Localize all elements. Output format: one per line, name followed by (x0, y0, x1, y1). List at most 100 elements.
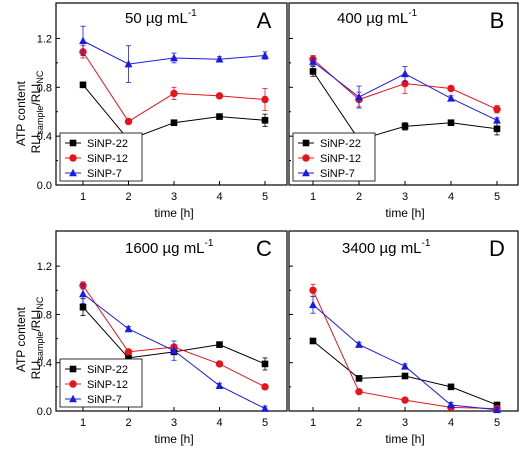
y-axis-label-slash: /RLI (29, 84, 43, 106)
data-point (79, 81, 87, 89)
series-line (312, 290, 498, 410)
concentration-label: 1600 µg mL-1 (125, 238, 214, 257)
data-point (124, 348, 133, 356)
data-point (170, 53, 178, 62)
legend: SiNP-22 SiNP-12 SiNP-7 (59, 132, 143, 182)
panel-letter: B (490, 8, 505, 33)
x-tick-label: 3 (171, 417, 177, 429)
panel-letter: D (489, 236, 505, 261)
concentration-label: 400 µg mL-1 (337, 8, 418, 27)
series-sinp-7 (309, 57, 501, 124)
data-point (216, 341, 223, 348)
data-point (355, 340, 363, 348)
x-tick-label: 4 (216, 191, 222, 203)
panel-frame (288, 230, 519, 412)
data-point (215, 381, 224, 389)
y-tick-label: 0.0 (37, 180, 52, 192)
y-tick-label: 0.0 (37, 406, 52, 418)
data-point (216, 113, 223, 120)
concentration-superscript: -1 (408, 8, 417, 19)
legend-label: SiNP-7 (87, 394, 122, 406)
legend-marker (69, 380, 77, 388)
x-tick-label: 1 (310, 191, 316, 203)
x-tick-label: 1 (310, 417, 316, 429)
y-tick-label: 0.4 (37, 131, 52, 143)
y-axis-label: ATP content RLIsample/RLINC (14, 70, 45, 153)
data-point (447, 383, 455, 391)
data-point (401, 79, 409, 88)
x-tick-label: 4 (448, 417, 454, 429)
x-tick-label: 3 (402, 417, 408, 429)
data-point (125, 354, 132, 362)
data-point (261, 383, 269, 391)
concentration-label: 3400 µg mL-1 (342, 238, 431, 257)
concentration-superscript: -1 (422, 238, 431, 249)
y-axis-label-bottom-line1: ATP content (14, 307, 28, 373)
panel-letter: A (257, 8, 272, 33)
panel-frame (288, 2, 519, 186)
data-point (215, 54, 224, 63)
concentration-text: 3400 µg mL (342, 240, 422, 257)
data-point (124, 117, 133, 126)
data-point (309, 286, 317, 294)
data-point (79, 289, 87, 298)
y-axis-label-line1: ATP content (14, 81, 28, 147)
legend-label: SiNP-7 (87, 168, 122, 180)
x-tick-label: 2 (125, 417, 131, 429)
series-sinp-12 (79, 45, 269, 126)
data-point (401, 69, 409, 78)
panel-d: 1 2 3 4 5 time [h] 3400 µg mL-1 D (288, 230, 519, 446)
data-point (355, 92, 363, 101)
data-point (261, 95, 269, 104)
data-point (447, 93, 455, 102)
data-point (261, 360, 269, 368)
data-point (355, 375, 363, 382)
data-point (261, 404, 269, 412)
panel-letter: C (256, 236, 272, 261)
x-tick-label: 2 (356, 191, 362, 203)
data-point (493, 125, 501, 133)
legend-label: SiNP-7 (320, 168, 355, 180)
x-tick-label: 2 (356, 417, 362, 429)
data-point (124, 324, 133, 333)
legend-marker (302, 139, 310, 147)
data-point (170, 89, 178, 98)
legend: SiNP-22 SiNP-12 SiNP-7 (59, 358, 143, 408)
x-axis-label: time [h] (154, 432, 193, 446)
data-point (493, 405, 501, 414)
y-tick-label: 1.2 (37, 33, 52, 45)
data-point (309, 300, 317, 309)
concentration-label: 50 µg mL-1 (125, 8, 197, 27)
data-point (447, 84, 455, 93)
panel-c: 1 2 3 4 5 0.0 0.4 0.8 1.2 time [h] 1600 µg mL-1 C Si… (37, 230, 288, 446)
series-sinp-12 (309, 55, 501, 114)
panel-frame (55, 230, 288, 412)
data-point (309, 68, 317, 75)
legend-marker (69, 394, 77, 403)
x-axis-label: time [h] (154, 206, 193, 220)
data-point (261, 116, 269, 124)
legend-marker (69, 154, 77, 162)
legend-label: SiNP-12 (87, 153, 128, 165)
y-axis-label-bottom: ATP content RLIsample/RLINC (14, 296, 45, 379)
panel-a: 1 2 3 4 5 0.0 0.4 0.8 1.2 time [h] 50 µg mL-1 A SiNP… (37, 2, 288, 220)
x-axis-label: time [h] (385, 432, 424, 446)
data-point (401, 123, 409, 130)
y-tick-label: 1.2 (37, 261, 52, 273)
x-tick-label: 4 (216, 417, 222, 429)
y-axis-label-bottom-rli: RLI (29, 361, 43, 380)
data-point (447, 119, 455, 127)
x-tick-label: 4 (448, 191, 454, 203)
data-point (215, 92, 224, 100)
x-tick-label: 1 (80, 191, 86, 203)
x-tick-label: 5 (262, 417, 268, 429)
data-point (170, 119, 178, 127)
data-point (401, 396, 409, 404)
x-tick-label: 3 (171, 191, 177, 203)
data-point (447, 400, 455, 409)
data-point (309, 337, 317, 345)
x-tick-label: 5 (494, 417, 500, 429)
x-tick-label: 3 (402, 191, 408, 203)
legend-label: SiNP-12 (87, 379, 128, 391)
legend-marker (69, 168, 77, 177)
